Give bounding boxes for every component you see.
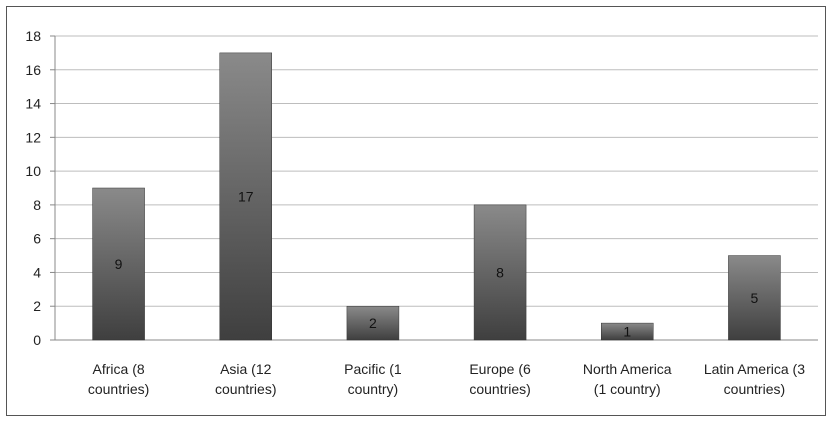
- bar: [219, 52, 272, 341]
- x-category-label-line: countries): [469, 381, 530, 397]
- bar: [728, 255, 781, 341]
- y-tick-label: 18: [25, 28, 41, 44]
- x-category-label: North America (1 country): [583, 361, 672, 397]
- data-label: 9: [115, 256, 123, 272]
- x-axis-labels: Africa (8 countries) Asia (12 countries) Pac…: [88, 361, 805, 397]
- x-category-label-line: Pacific (1: [344, 361, 402, 377]
- data-labels: 9 17 2 8 1 5: [115, 188, 759, 339]
- x-category-label: Latin America (3 countries): [704, 361, 805, 397]
- x-category-label-line: countries): [724, 381, 785, 397]
- x-category-label-line: country): [348, 381, 399, 397]
- bars: [92, 52, 781, 341]
- y-tick-label: 6: [33, 231, 41, 247]
- x-category-label: Africa (8 countries): [88, 361, 149, 397]
- bar: [473, 204, 527, 341]
- x-category-label-line: countries): [88, 381, 149, 397]
- x-category-label-line: Europe (6: [469, 361, 531, 377]
- bar: [346, 305, 400, 341]
- x-category-label: Europe (6 countries): [469, 361, 531, 397]
- y-tick-label: 12: [25, 129, 41, 145]
- x-category-label-line: Africa (8: [93, 361, 145, 377]
- y-tick-label: 16: [25, 62, 41, 78]
- x-category-label: Asia (12 countries): [215, 361, 276, 397]
- bar: [601, 322, 654, 341]
- x-category-label-line: Asia (12: [220, 361, 272, 377]
- bar: [92, 187, 145, 341]
- data-label: 2: [369, 315, 377, 331]
- gridlines: [50, 35, 818, 341]
- x-category-label-line: countries): [215, 381, 276, 397]
- x-category-label-line: (1 country): [594, 381, 661, 397]
- y-tick-label: 4: [33, 264, 41, 280]
- y-tick-label: 8: [33, 197, 41, 213]
- x-category-label-line: Latin America (3: [704, 361, 805, 377]
- y-tick-label: 2: [33, 298, 41, 314]
- data-label: 8: [496, 264, 504, 280]
- x-category-label-line: North America: [583, 361, 672, 377]
- y-axis-ticks: 0 2 4 6 8 10 12 14 16 18: [25, 28, 41, 348]
- y-tick-label: 14: [25, 96, 41, 112]
- y-tick-label: 10: [25, 163, 41, 179]
- data-label: 1: [623, 324, 631, 340]
- y-tick-label: 0: [33, 332, 41, 348]
- x-category-label: Pacific (1 country): [344, 361, 402, 397]
- data-label: 5: [751, 290, 759, 306]
- data-label: 17: [238, 188, 254, 204]
